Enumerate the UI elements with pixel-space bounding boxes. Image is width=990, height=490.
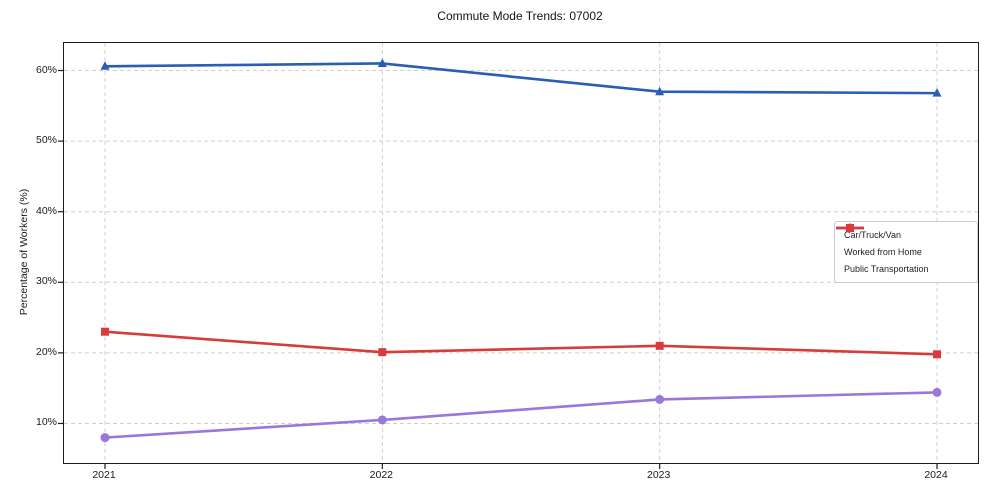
data-point <box>101 327 109 336</box>
data-point <box>932 387 942 397</box>
y-tick-label: 40% <box>35 204 57 217</box>
data-point <box>100 433 110 443</box>
data-point <box>377 415 387 425</box>
plot-area: Car/Truck/Van Worked from Home Public Tran… <box>58 42 979 469</box>
data-point <box>100 61 110 70</box>
series-line <box>103 330 939 356</box>
data-point <box>378 348 387 357</box>
data-point <box>932 88 942 97</box>
y-tick-label: 60% <box>35 63 57 76</box>
legend-label: Public Transportation <box>844 264 929 274</box>
data-point <box>655 394 665 404</box>
legend-item: Public Transportation <box>836 224 968 274</box>
data-point <box>655 341 664 350</box>
data-point <box>846 224 854 232</box>
legend: Car/Truck/Van Worked from Home Public Tran… <box>834 221 978 283</box>
legend-marker-icon <box>836 224 864 232</box>
y-axis-label: Percentage of Workers (%) <box>18 188 30 316</box>
series-line <box>103 62 939 95</box>
y-tick-label: 30% <box>35 275 57 288</box>
x-tick-label: 2021 <box>92 469 116 481</box>
data-point <box>655 86 665 96</box>
x-tick-label: 2024 <box>924 469 948 481</box>
data-point <box>377 58 387 67</box>
x-tick-label: 2023 <box>646 469 671 481</box>
y-tick-label: 50% <box>35 134 57 147</box>
y-tick-label: 20% <box>35 345 57 358</box>
legend-item: Worked from Home <box>836 223 968 257</box>
legend-label: Car/Truck/Van <box>844 230 902 240</box>
series-line <box>103 391 939 439</box>
chart-title: Commute Mode Trends: 07002 <box>437 9 603 23</box>
data-point <box>933 350 941 359</box>
plot-canvas <box>58 43 978 469</box>
x-tick-label: 2022 <box>369 469 394 481</box>
y-tick-label: 10% <box>35 416 57 429</box>
legend-label: Worked from Home <box>844 247 922 257</box>
